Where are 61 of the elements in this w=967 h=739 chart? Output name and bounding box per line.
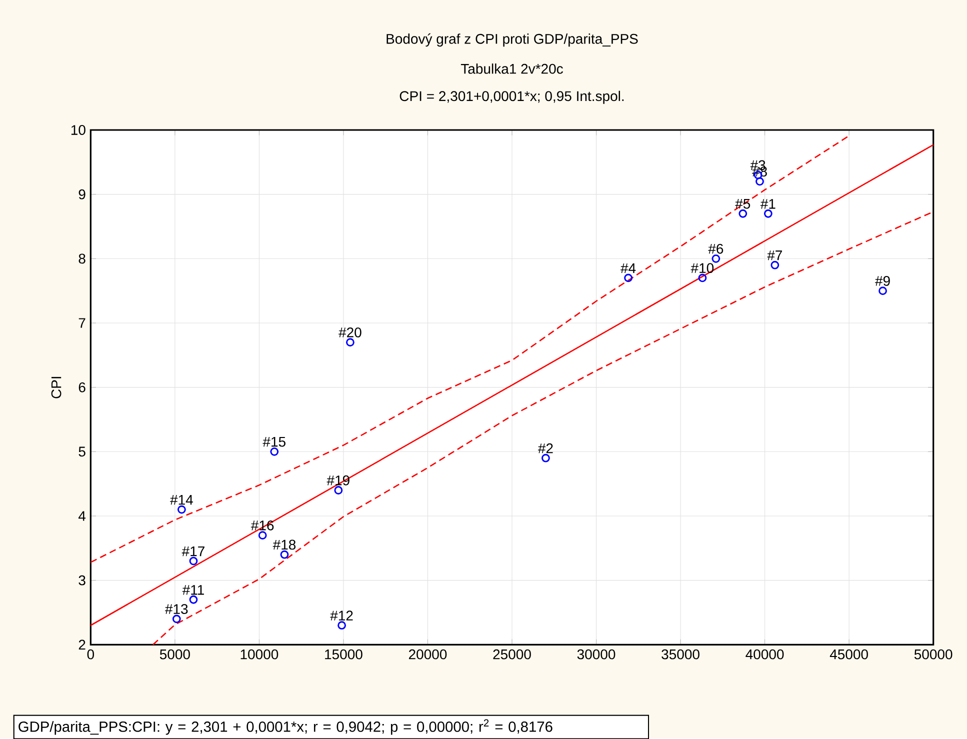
annotation: #17 bbox=[182, 546, 204, 556]
x-tick-label: 40000 bbox=[746, 649, 784, 660]
point bbox=[764, 209, 772, 218]
point bbox=[346, 338, 354, 346]
point bbox=[177, 505, 186, 514]
point bbox=[189, 595, 198, 604]
point bbox=[756, 177, 764, 186]
point bbox=[878, 286, 887, 295]
point bbox=[698, 274, 707, 282]
y-tick-label: 8 bbox=[78, 254, 86, 264]
point bbox=[172, 614, 181, 623]
point bbox=[280, 550, 289, 559]
annotation: #20 bbox=[338, 327, 362, 338]
y-tick-label: 9 bbox=[78, 189, 86, 200]
annotation: #15 bbox=[262, 436, 286, 447]
annotation: #4 bbox=[620, 263, 636, 273]
y-tick-label: 4 bbox=[78, 511, 86, 521]
point bbox=[189, 556, 198, 566]
y-tick-label: 7 bbox=[78, 318, 86, 328]
x-tick-label: 10000 bbox=[240, 649, 278, 660]
annotation: #2 bbox=[538, 443, 553, 454]
point bbox=[738, 209, 748, 218]
point bbox=[770, 260, 780, 270]
y-tick-label: 6 bbox=[78, 382, 86, 392]
y-tick-label: 5 bbox=[78, 446, 86, 456]
point bbox=[334, 486, 343, 494]
x-tick-label: 5000 bbox=[160, 649, 190, 660]
annotation: #7 bbox=[767, 250, 782, 260]
annotation: #9 bbox=[875, 276, 890, 286]
line-series bbox=[90, 134, 850, 563]
y-tick-label: 3 bbox=[78, 575, 86, 586]
point bbox=[270, 447, 279, 456]
y-tick-label: 10 bbox=[71, 124, 86, 135]
x-tick-label: 45000 bbox=[830, 649, 868, 660]
x-tick-label: 0 bbox=[87, 649, 94, 660]
text: GDP/parita_PPS:CPI: y = 2,301 + 0,0001*x; r = 0,9042; p = 0,00000; r$^{2}$ = 0,8176 bbox=[18, 719, 552, 735]
x-tick-label: 35000 bbox=[662, 649, 700, 660]
annotation: #12 bbox=[330, 610, 353, 620]
x-tick-label: 50000 bbox=[914, 649, 952, 660]
point bbox=[258, 530, 267, 540]
chart-subtitle: Tabulka1 2v*20c bbox=[460, 63, 563, 74]
annotation: #1 bbox=[760, 198, 776, 209]
annotation: #6 bbox=[708, 244, 724, 254]
annotation: #5 bbox=[735, 198, 750, 209]
annotation: #13 bbox=[165, 604, 188, 614]
point bbox=[712, 254, 720, 263]
y-tick-label: 2 bbox=[78, 640, 86, 650]
annotation: #18 bbox=[272, 540, 296, 550]
chart-title: Bodový graf z CPI proti GDP/parita_PPS bbox=[386, 33, 638, 46]
annotation: #11 bbox=[182, 584, 204, 595]
annotation: #10 bbox=[690, 262, 714, 273]
point bbox=[338, 621, 346, 630]
point bbox=[542, 454, 550, 462]
annotation: #14 bbox=[170, 494, 193, 504]
x-tick-label: 25000 bbox=[493, 649, 531, 660]
point bbox=[624, 274, 632, 282]
x-tick-label: 20000 bbox=[408, 649, 447, 660]
x-tick-label: 30000 bbox=[577, 649, 616, 660]
text: CPI = 2,301+0,0001*x; 0,95 Int.spol. bbox=[400, 90, 624, 104]
y-axis-title: CPI bbox=[51, 376, 62, 398]
x-tick-label: 15000 bbox=[325, 649, 362, 660]
